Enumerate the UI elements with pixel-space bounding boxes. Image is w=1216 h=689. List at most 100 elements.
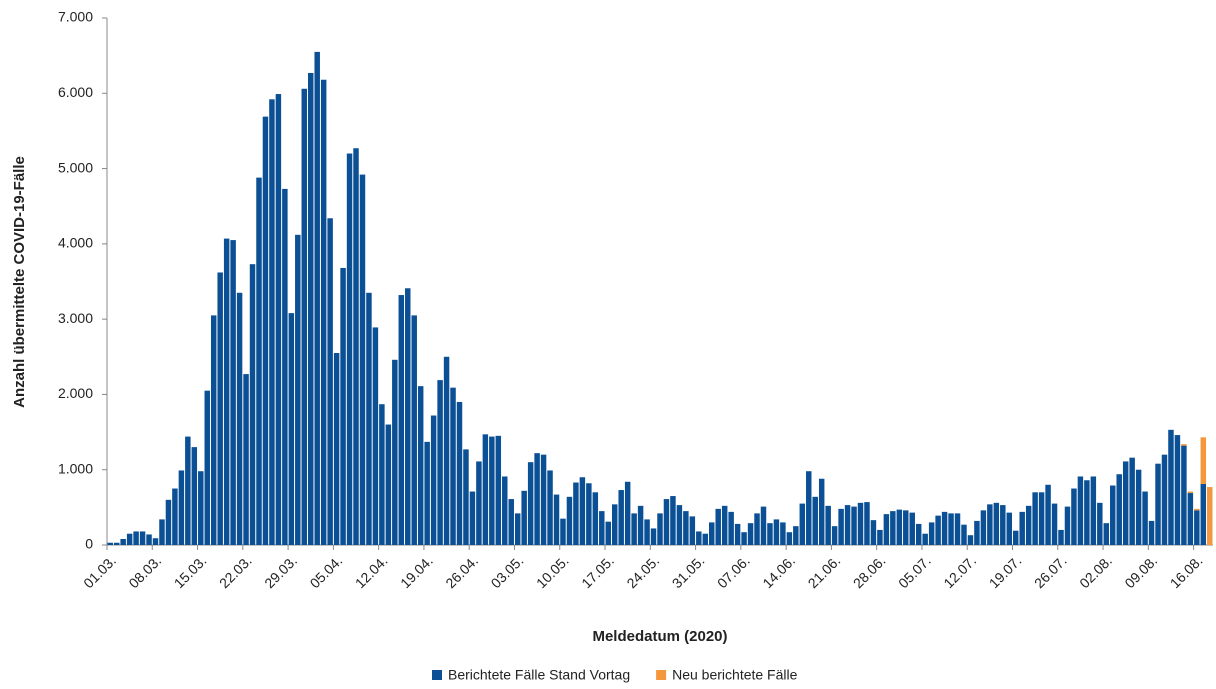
x-tick-label: 28.06. [850,552,889,591]
bar [437,380,443,545]
bar [980,510,987,545]
bar [366,292,372,545]
x-tick-label: 08.03. [125,552,164,591]
bar [495,435,502,545]
bar [113,542,120,545]
bar [741,532,747,545]
x-tick-label: 26.07. [1031,552,1070,591]
bar [637,505,644,545]
bar [812,496,818,545]
bar [689,516,696,545]
bar [624,481,631,545]
bar [1148,520,1155,545]
bar [987,504,993,545]
x-tick-label: 16.08. [1167,552,1206,591]
bar [269,99,275,546]
legend-label: Neu berichtete Fälle [672,667,798,683]
bar [346,153,353,545]
bar [573,482,579,545]
bar [527,462,534,545]
x-tick-label: 17.05. [578,552,617,591]
bar [747,523,754,545]
bar [320,79,327,545]
bar [534,453,540,545]
bar [922,533,928,545]
bar [1135,469,1142,545]
bar [372,327,379,545]
bar [903,510,909,545]
bar [657,513,663,545]
bar [1097,502,1103,545]
bar [663,499,670,545]
y-tick-label: 4.000 [58,235,93,251]
bar [243,374,249,545]
x-tick-label: 29.03. [261,552,300,591]
bar [1084,480,1090,545]
x-tick-label: 10.05. [533,552,572,591]
bar [896,509,903,545]
bar [223,238,230,545]
bar [566,496,573,545]
bar [799,503,806,545]
bar [443,356,450,545]
bar [1122,461,1129,545]
y-tick-label: 2.000 [58,385,93,401]
bar [974,520,980,545]
bar [210,315,217,545]
bar [1200,484,1207,545]
y-tick-label: 7.000 [58,9,93,25]
bar [586,483,592,545]
bar [1194,510,1200,545]
bar [696,531,702,545]
bar [1006,512,1012,545]
bar [392,359,398,545]
bar [928,522,935,545]
bar [1187,491,1194,494]
bar [702,533,709,545]
bar [126,533,133,545]
bar [786,532,793,545]
y-tick-label: 5.000 [58,159,93,175]
bar [191,447,198,545]
bar [831,526,838,545]
bar [806,471,812,545]
bar [721,505,728,545]
bar [139,531,146,545]
bar [1032,492,1038,545]
bar [282,188,288,546]
bar [398,295,405,545]
bar [560,518,566,545]
bar [1051,503,1058,545]
bar [1058,529,1064,545]
bar [553,494,560,545]
bar [301,88,308,546]
y-tick-label: 1.000 [58,460,93,476]
bar [540,454,547,545]
bar [851,506,857,545]
x-tick-label: 21.06. [805,552,844,591]
bar [178,470,185,545]
bar [1174,435,1181,545]
bar [864,502,870,545]
bar [1155,463,1161,545]
x-tick-label: 07.06. [714,552,753,591]
bar [1187,493,1194,545]
bar [256,177,262,545]
bar [683,511,689,545]
bar [405,288,411,545]
bar [469,491,476,545]
bar [385,424,392,545]
bar [870,520,877,545]
bar [967,535,974,545]
bar [793,526,799,545]
bar [1103,523,1110,545]
bar [1077,476,1084,545]
bar [308,72,314,546]
bar [204,390,210,545]
y-tick-label: 0 [85,536,93,552]
x-tick-label: 05.04. [307,552,346,591]
bar [463,449,469,545]
bar [107,542,113,545]
bar [236,292,243,545]
